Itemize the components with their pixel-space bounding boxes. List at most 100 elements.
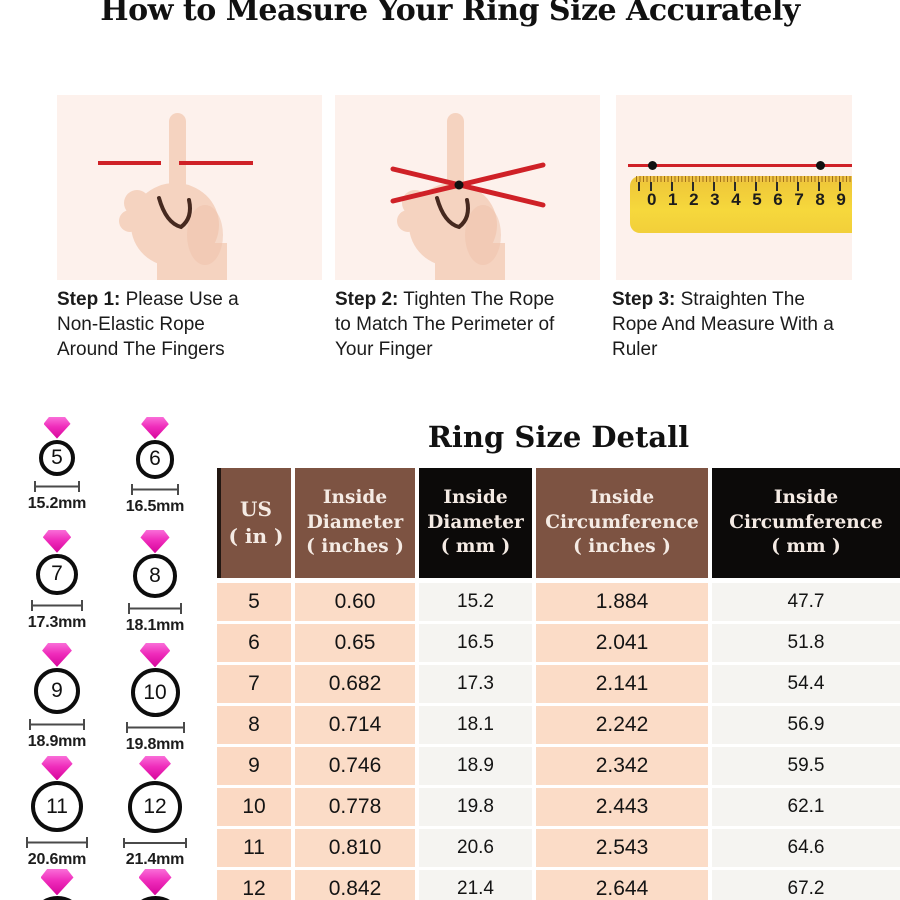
table-cell: 2.543 bbox=[536, 829, 708, 867]
measurement-dot bbox=[816, 161, 825, 170]
header-line: ( mm ) bbox=[771, 536, 841, 558]
diamond-icon bbox=[43, 417, 71, 439]
table-cell: 2.242 bbox=[536, 706, 708, 744]
ruler-number: 6 bbox=[773, 190, 783, 209]
ruler-number: 8 bbox=[815, 190, 825, 209]
table-cell: 0.60 bbox=[295, 583, 415, 621]
table-header-cell: Inside Circumference ( mm ) bbox=[712, 468, 900, 578]
table-cell: 16.5 bbox=[419, 624, 532, 662]
table-cell: 11 bbox=[217, 829, 291, 867]
hand-with-crossed-rope-icon bbox=[390, 113, 546, 280]
header-line: ( in ) bbox=[228, 524, 284, 548]
header-line: ( inches ) bbox=[306, 536, 404, 558]
table-cell: 62.1 bbox=[712, 788, 900, 826]
table-row: 10 0.778 19.8 2.443 62.1 bbox=[217, 788, 900, 826]
diamond-icon bbox=[40, 869, 74, 896]
table-cell: 0.778 bbox=[295, 788, 415, 826]
header-line: ( mm ) bbox=[440, 536, 511, 558]
ring-size-number: 9 bbox=[51, 679, 63, 703]
ring-size-diagram: 7 17.3mm bbox=[28, 530, 86, 643]
step3-caption: Step 3: Straighten The Rope And Measure … bbox=[612, 287, 850, 362]
measurement-dot bbox=[454, 180, 464, 190]
table-header-cell: US ( in ) bbox=[221, 468, 291, 578]
diameter-bracket-icon bbox=[128, 603, 182, 615]
table-row: 8 0.714 18.1 2.242 56.9 bbox=[217, 706, 900, 744]
ring-mm-label: 21.4mm bbox=[125, 851, 185, 868]
ring-size-diagram: 12 21.4mm bbox=[122, 756, 188, 869]
table-cell: 5 bbox=[217, 583, 291, 621]
ring-size-diagram: 8 18.1mm bbox=[126, 530, 184, 643]
ring-size-diagram: 9 18.9mm bbox=[28, 643, 86, 756]
ring-circle: 12 bbox=[127, 781, 183, 833]
step1-image bbox=[57, 95, 322, 280]
ring-mm-label: 17.3mm bbox=[27, 613, 87, 631]
step3-text: Straighten The Rope And Measure With a R… bbox=[612, 289, 834, 360]
diamond-icon bbox=[139, 643, 171, 668]
header-line: Diameter bbox=[427, 511, 524, 533]
step1-caption: Step 1: Please Use a Non-Elastic Rope Ar… bbox=[57, 287, 262, 362]
step2-label: Step 2: bbox=[335, 289, 399, 310]
ring-size-number: 6 bbox=[149, 447, 161, 471]
ruler-number: 4 bbox=[731, 190, 741, 209]
table-cell: 2.443 bbox=[536, 788, 708, 826]
table-cell: 20.6 bbox=[419, 829, 532, 867]
table-header-cell: Inside Diameter ( inches ) bbox=[295, 468, 415, 578]
table-title: Ring Size Detall bbox=[427, 420, 690, 454]
ruler-ticks bbox=[630, 182, 852, 191]
table-cell: 56.9 bbox=[712, 706, 900, 744]
diamond-icon bbox=[42, 643, 72, 667]
rope-line bbox=[98, 161, 253, 165]
table-cell: 1.884 bbox=[536, 583, 708, 621]
ring-circle: 10 bbox=[130, 668, 180, 718]
table-cell: 59.5 bbox=[712, 747, 900, 785]
table-cell: 15.2 bbox=[419, 583, 532, 621]
table-cell: 64.6 bbox=[712, 829, 900, 867]
table-cell: 2.141 bbox=[536, 665, 708, 703]
ring-circle: 9 bbox=[33, 667, 81, 715]
ruler-number: 9 bbox=[836, 190, 846, 209]
ring-mm-label: 18.1mm bbox=[125, 617, 185, 635]
table-header-cell: Inside Circumference ( inches ) bbox=[536, 468, 708, 578]
ring-circle: 7 bbox=[36, 553, 78, 595]
table-cell: 2.041 bbox=[536, 624, 708, 662]
header-line: Diameter bbox=[306, 511, 404, 533]
hand-with-rope-icon bbox=[98, 113, 253, 280]
diameter-bracket-icon bbox=[125, 722, 185, 734]
table-cell: 0.714 bbox=[295, 706, 415, 744]
table-cell: 18.1 bbox=[419, 706, 532, 744]
step1-text: Please Use a Non-Elastic Rope Around The… bbox=[57, 289, 239, 360]
ruler-number: 3 bbox=[710, 190, 720, 209]
table-cell: 9 bbox=[217, 747, 291, 785]
ruler-number: 5 bbox=[752, 190, 762, 209]
header-line: Inside bbox=[589, 486, 655, 508]
step2-text: Tighten The Rope to Match The Perimeter … bbox=[335, 289, 555, 360]
header-line: ( inches ) bbox=[573, 536, 671, 558]
table-cell: 7 bbox=[217, 665, 291, 703]
step2-caption: Step 2: Tighten The Rope to Match The Pe… bbox=[335, 287, 561, 362]
diameter-bracket-icon bbox=[26, 837, 88, 848]
ring-mm-label: 18.9mm bbox=[27, 733, 87, 751]
header-line: Inside bbox=[773, 486, 839, 508]
ring-mm-label: 16.5mm bbox=[125, 497, 185, 515]
ring-size-diagram: 11 20.6mm bbox=[26, 756, 88, 869]
ring-mm-label: 20.6mm bbox=[27, 851, 87, 868]
diamond-icon bbox=[42, 530, 72, 553]
page-title: How to Measure Your Ring Size Accurately bbox=[100, 0, 800, 28]
rope-line bbox=[628, 164, 852, 167]
diameter-bracket-icon bbox=[130, 483, 180, 495]
table-cell: 54.4 bbox=[712, 665, 900, 703]
step2-image bbox=[335, 95, 600, 280]
ring-size-number: 7 bbox=[51, 562, 63, 586]
table-cell: 21.4 bbox=[419, 870, 532, 900]
hand-icon bbox=[119, 113, 227, 280]
table-row: 12 0.842 21.4 2.644 67.2 bbox=[217, 870, 900, 900]
table-cell: 6 bbox=[217, 624, 291, 662]
table-cell: 51.8 bbox=[712, 624, 900, 662]
table-header-cell: Inside Diameter ( mm ) bbox=[419, 468, 532, 578]
ring-circle bbox=[127, 896, 183, 900]
table-row: 6 0.65 16.5 2.041 51.8 bbox=[217, 624, 900, 662]
measurement-dot bbox=[648, 161, 657, 170]
ring-size-diagram: 10 19.8mm bbox=[125, 643, 185, 756]
